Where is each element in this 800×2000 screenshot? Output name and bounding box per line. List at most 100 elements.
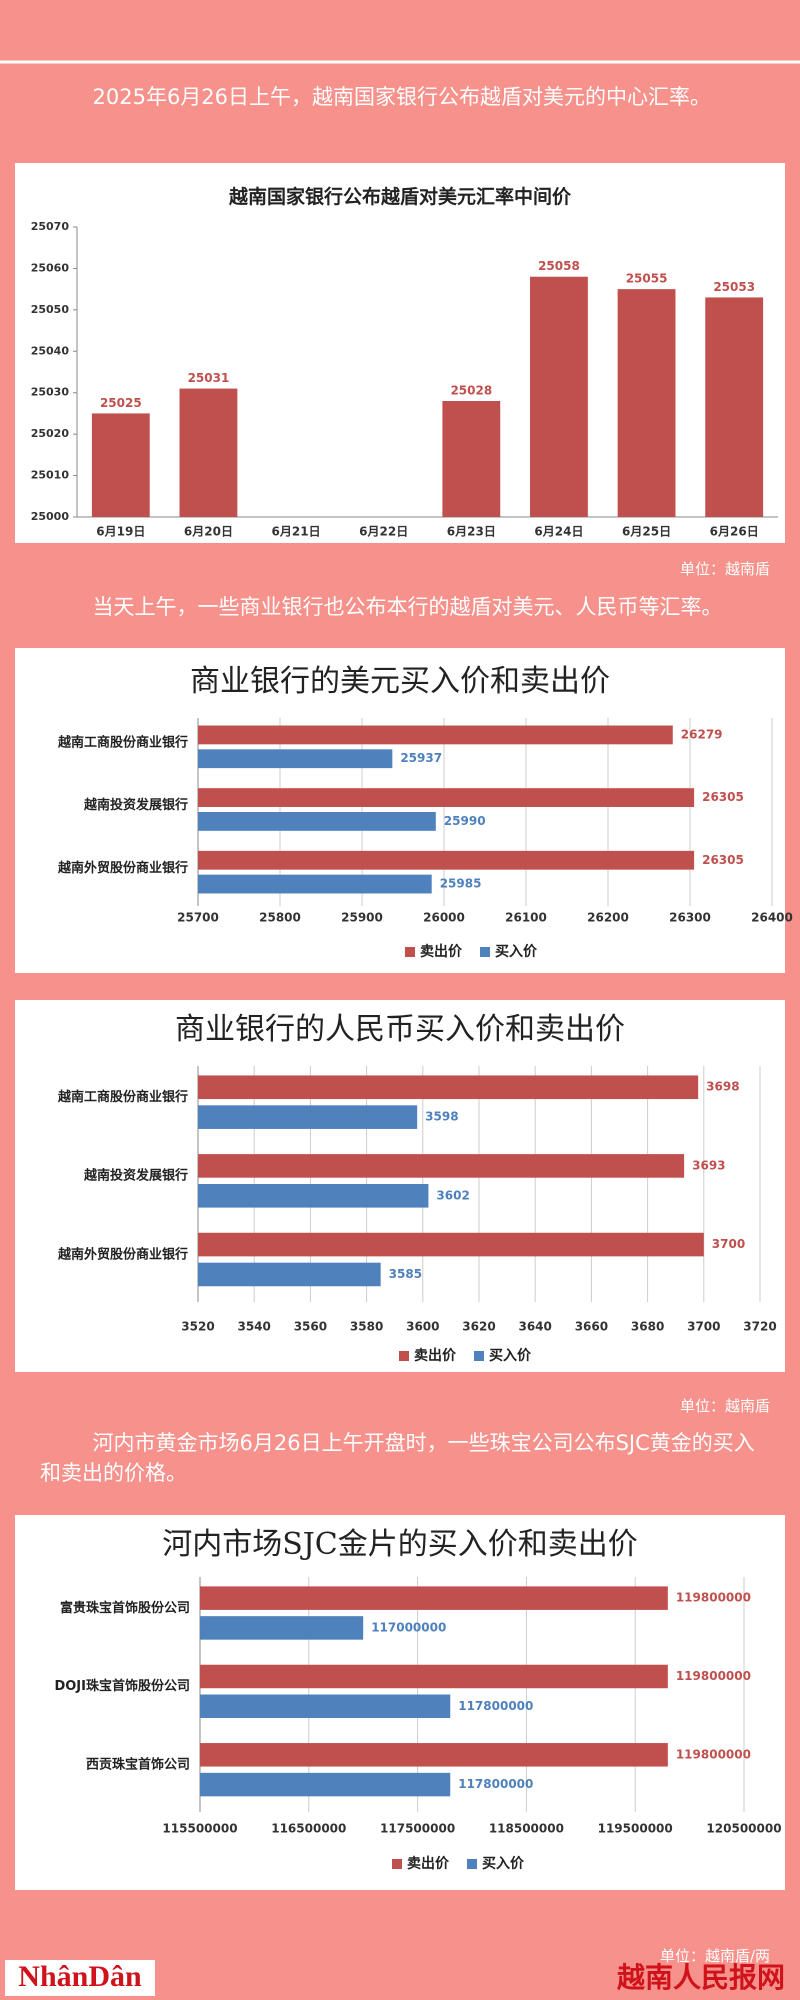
y-tick-label: 25040 [31, 344, 70, 357]
x-tick-label: 6月19日 [96, 525, 145, 539]
chart-title: 越南国家银行公布越盾对美元汇率中间价 [228, 185, 572, 208]
y-tick-label: 25050 [31, 303, 70, 316]
y-tick-label: 25010 [31, 469, 70, 482]
x-tick-label: 6月25日 [622, 525, 671, 539]
logo-box [5, 1960, 155, 1996]
x-tick-label: 3600 [406, 1320, 439, 1334]
x-tick-label: 25900 [341, 911, 383, 925]
x-tick-label: 3700 [687, 1320, 720, 1334]
y-tick-label: 25060 [31, 261, 70, 274]
value-label: 25058 [538, 259, 580, 273]
bar [198, 850, 695, 870]
value-label: 25985 [440, 877, 482, 891]
y-tick-label: 越南投资发展银行 [83, 1168, 188, 1184]
x-tick-label: 26300 [669, 911, 711, 925]
value-label: 117800000 [458, 1777, 533, 1791]
y-tick-label: 25020 [31, 427, 70, 440]
bar [198, 1232, 704, 1257]
x-tick-label: 6月22日 [359, 525, 408, 539]
bar [198, 725, 673, 745]
value-label: 3585 [389, 1267, 422, 1281]
bar [200, 1772, 451, 1797]
bar [200, 1694, 451, 1718]
x-tick-label: 118500000 [489, 1822, 564, 1836]
y-tick-label: 西贡珠宝首饰公司 [86, 1757, 190, 1773]
bar [200, 1743, 668, 1767]
x-tick-label: 116500000 [271, 1822, 346, 1836]
x-tick-label: 120500000 [706, 1822, 781, 1836]
bar [198, 1075, 699, 1100]
legend-swatch [474, 1351, 484, 1361]
legend-label: 买入价 [489, 1348, 532, 1364]
legend-label: 卖出价 [414, 1347, 457, 1364]
value-label: 117000000 [371, 1620, 446, 1634]
x-tick-label: 115500000 [162, 1822, 237, 1836]
bar [198, 1184, 429, 1208]
x-tick-label: 26400 [751, 911, 793, 925]
y-tick-label: 越南工商股份商业银行 [57, 735, 188, 751]
y-tick-label: 25030 [31, 386, 70, 399]
y-tick-label: DOJI珠宝首饰股份公司 [54, 1678, 190, 1694]
bar [198, 788, 695, 807]
bar [179, 388, 238, 517]
x-tick-label: 3520 [181, 1320, 214, 1334]
paragraph: 当天上午，一些商业银行也公布本行的越盾对美元、人民币等汇率。 [92, 595, 723, 619]
y-tick-label: 富贵珠宝首饰股份公司 [60, 1600, 190, 1616]
x-tick-label: 26200 [587, 911, 629, 925]
value-label: 25028 [450, 384, 492, 398]
y-tick-label: 越南投资发展银行 [83, 797, 188, 813]
value-label: 119800000 [676, 1669, 751, 1683]
x-tick-label: 3560 [294, 1320, 327, 1334]
x-tick-label: 26000 [423, 911, 465, 925]
value-label: 3700 [712, 1237, 745, 1251]
x-tick-label: 3720 [743, 1320, 776, 1334]
x-tick-label: 26100 [505, 911, 547, 925]
value-label: 26305 [702, 853, 744, 867]
x-tick-label: 25700 [177, 911, 219, 925]
legend-label: 卖出价 [420, 943, 463, 960]
legend-swatch [399, 1351, 409, 1361]
chart-title: 商业银行的人民币买入价和卖出价 [175, 1012, 625, 1047]
bar [198, 812, 436, 831]
bar [200, 1616, 364, 1640]
x-tick-label: 25800 [259, 911, 301, 925]
value-label: 26279 [681, 727, 723, 741]
x-tick-label: 3660 [575, 1320, 608, 1334]
legend-swatch [405, 947, 415, 957]
x-tick-label: 6月24日 [534, 525, 583, 539]
y-tick-label: 越南外贸股份商业银行 [57, 860, 188, 876]
bar [198, 874, 432, 894]
y-tick-label: 25070 [31, 220, 70, 233]
legend-label: 买入价 [482, 1856, 525, 1872]
x-tick-label: 3580 [350, 1320, 383, 1334]
value-label: 117800000 [458, 1699, 533, 1713]
bar [91, 413, 150, 517]
bar [200, 1664, 668, 1689]
value-label: 119800000 [676, 1747, 751, 1761]
value-label: 3598 [425, 1110, 458, 1124]
y-tick-label: 越南外贸股份商业银行 [57, 1246, 188, 1262]
x-tick-label: 3640 [518, 1320, 551, 1334]
x-tick-label: 117500000 [380, 1822, 455, 1836]
bar [198, 1105, 418, 1129]
x-tick-label: 6月20日 [184, 525, 233, 539]
x-tick-label: 3540 [237, 1320, 270, 1334]
legend-swatch [467, 1859, 477, 1869]
x-tick-label: 6月21日 [272, 525, 321, 539]
value-label: 25025 [100, 396, 142, 410]
bar [198, 1262, 381, 1287]
paragraph: 河内市黄金市场6月26日上午开盘时，一些珠宝公司公布SJC黄金的买入和卖出的价格… [40, 1431, 755, 1485]
chart-box [15, 648, 785, 973]
bar [705, 297, 764, 517]
bar [530, 276, 588, 517]
value-label: 119800000 [676, 1591, 751, 1605]
value-label: 25031 [188, 371, 230, 385]
value-label: 3693 [692, 1158, 725, 1172]
x-tick-label: 3620 [462, 1320, 495, 1334]
bar [198, 749, 393, 769]
x-tick-label: 3680 [631, 1320, 664, 1334]
x-tick-label: 6月26日 [710, 525, 759, 539]
bar [200, 1586, 668, 1610]
bar [442, 401, 501, 517]
